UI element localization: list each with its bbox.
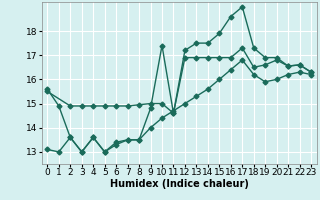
X-axis label: Humidex (Indice chaleur): Humidex (Indice chaleur) [110, 179, 249, 189]
